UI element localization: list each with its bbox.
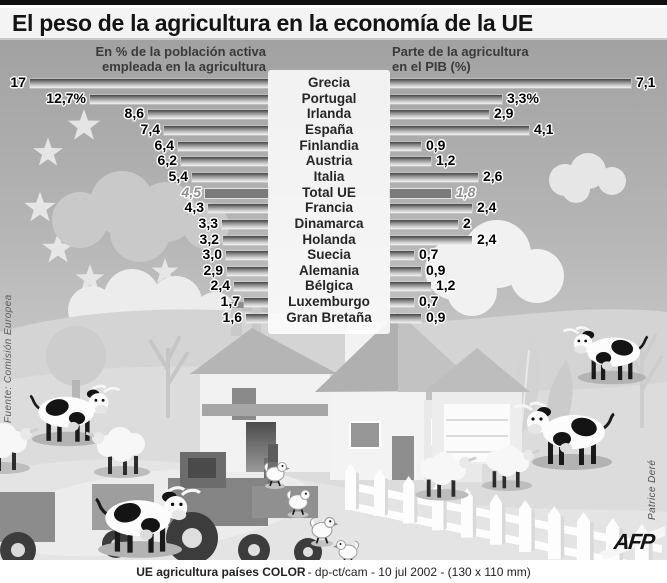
footer-caption: UE agricultura países COLOR - dp-ct/cam … [0,560,667,583]
artist-credit: Patrice Deré [647,459,658,520]
afp-logo: AFP [612,529,655,554]
footer-meta: - dp-ct/cam - 10 jul 2002 - (130 x 110 m… [307,564,531,579]
page-title: El peso de la agricultura en la economía… [12,9,533,36]
cloud [549,153,626,203]
top-rule [0,0,667,5]
farm-illustration [0,40,667,560]
source-credit: Fuente: Comisión Europea [3,294,14,423]
cloud [425,220,564,316]
tree [148,335,190,418]
title-bar: El peso de la agricultura en la economía… [0,8,667,40]
cloud [52,171,229,262]
footer-slug: UE agricultura países COLOR [136,564,306,579]
garage [424,348,530,464]
